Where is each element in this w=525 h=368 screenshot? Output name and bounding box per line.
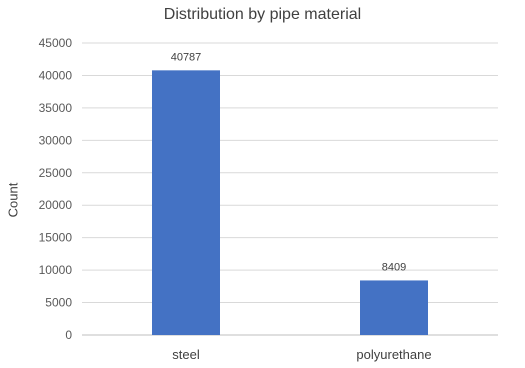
- y-tick-label: 30000: [39, 133, 73, 147]
- chart-title: Distribution by pipe material: [163, 6, 362, 23]
- y-tick-label: 25000: [39, 166, 73, 180]
- bar-steel: [152, 70, 220, 335]
- y-tick-label: 20000: [39, 198, 73, 212]
- data-label: 40787: [171, 51, 202, 63]
- x-tick-label: steel: [172, 347, 200, 362]
- y-tick-label: 5000: [45, 296, 72, 310]
- x-tick-label: polyurethane: [356, 347, 431, 362]
- bar-polyurethane: [360, 280, 428, 335]
- data-label: 8409: [382, 261, 406, 273]
- y-tick-label: 40000: [39, 68, 73, 82]
- y-tick-label: 10000: [39, 263, 73, 277]
- y-tick-label: 35000: [39, 101, 73, 115]
- y-tick-label: 15000: [39, 231, 73, 245]
- y-tick-label: 45000: [39, 36, 73, 50]
- y-tick-label: 0: [65, 328, 72, 342]
